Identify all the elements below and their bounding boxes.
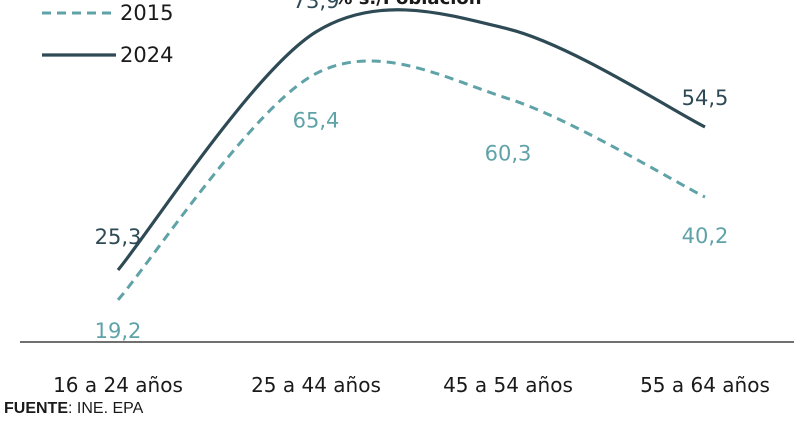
x-tick-label: 55 a 64 años bbox=[640, 373, 770, 397]
source-label: FUENTE bbox=[4, 400, 68, 417]
data-label-2024-3: 54,5 bbox=[682, 86, 729, 110]
data-label-2015-0: 19,2 bbox=[95, 319, 142, 343]
data-label-2024-0: 25,3 bbox=[95, 225, 142, 249]
x-tick-label: 45 a 54 años bbox=[443, 373, 573, 397]
legend-label-2015: 2015 bbox=[120, 1, 173, 25]
data-label-2015-2: 60,3 bbox=[485, 142, 532, 166]
series-line-2015 bbox=[116, 59, 706, 301]
series-line-2024 bbox=[116, 8, 706, 272]
data-label-2024-1: 73,9 bbox=[293, 0, 340, 13]
source-note: FUENTE: INE. EPA bbox=[4, 400, 143, 418]
chart-title: % s./Población bbox=[334, 0, 481, 9]
data-label-2015-1: 65,4 bbox=[293, 109, 340, 133]
source-text: : INE. EPA bbox=[68, 400, 144, 417]
x-tick-label: 25 a 44 años bbox=[251, 373, 381, 397]
data-label-2015-3: 40,2 bbox=[682, 224, 729, 248]
legend-label-2024: 2024 bbox=[120, 43, 173, 67]
x-tick-label: 16 a 24 años bbox=[53, 373, 183, 397]
